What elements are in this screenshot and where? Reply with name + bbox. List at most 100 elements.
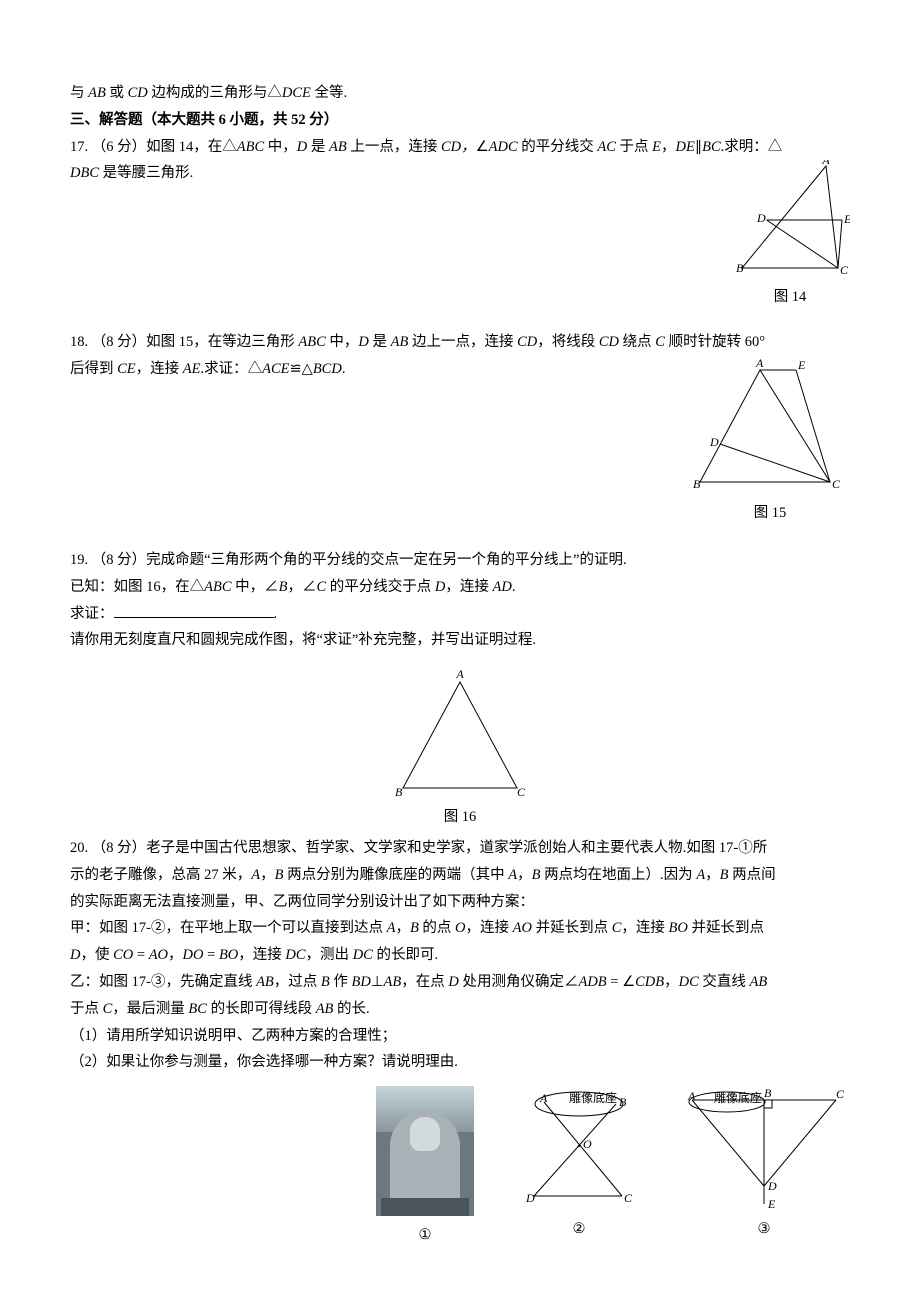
t: = [204, 947, 219, 963]
t: .求证：△ [201, 361, 263, 377]
q18-line1: 18. （8 分）如图 15，在等边三角形 ABC 中，D 是 AB 边上一点，… [70, 329, 850, 356]
q20-l7: 于点 C，最后测量 BC 的长即可得线段 AB 的长. [70, 996, 850, 1023]
svg-text:A: A [687, 1089, 696, 1103]
circ-2: ② [514, 1216, 644, 1243]
var-AB: AB [88, 85, 106, 101]
t: . [274, 606, 278, 622]
v: DBC [70, 165, 99, 181]
figure-17-1: ① [376, 1086, 474, 1249]
v: CD [599, 334, 619, 350]
t: 两点分别为雕像底座的两端（其中 [283, 867, 508, 883]
v: B [279, 579, 288, 595]
v: A [251, 867, 260, 883]
blank-fill [114, 601, 274, 618]
svg-text:雕像底座: 雕像底座 [714, 1090, 762, 1105]
svg-text:B: B [736, 261, 744, 275]
t: ， [517, 867, 532, 883]
fig17-3-svg: A 雕像底座 B C D E [684, 1086, 844, 1216]
svg-text:D: D [525, 1191, 535, 1205]
svg-text:C: C [832, 477, 841, 491]
t: 交直线 [699, 974, 750, 990]
figure-14: A B C D E 图 14 [730, 160, 850, 311]
v: A [696, 867, 705, 883]
q20-l8: （1）请用所学知识说明甲、乙两种方案的合理性； [70, 1023, 850, 1050]
v: D [448, 974, 458, 990]
v: DE [676, 139, 695, 155]
fig16-svg: A B C [385, 670, 535, 800]
v: CD [517, 334, 537, 350]
v: BO [219, 947, 238, 963]
t: ∠ [622, 974, 635, 990]
v: ADB [578, 974, 606, 990]
v: AB [256, 974, 274, 990]
q20-l5: D，使 CO = AO，DO = BO，连接 DC，测出 DC 的长即可. [70, 942, 850, 969]
v: AE [183, 361, 201, 377]
v: BO [669, 920, 688, 936]
t: 后得到 [70, 361, 117, 377]
t: ， [395, 920, 410, 936]
t: △ [302, 361, 313, 377]
t: ，连接 [621, 920, 668, 936]
fig17-2-svg: A B 雕像底座 O D C [514, 1086, 644, 1216]
t: . [342, 361, 346, 377]
svg-text:A: A [539, 1091, 548, 1105]
var-CD: CD [128, 85, 148, 101]
v: BC [702, 139, 721, 155]
v: AB [391, 334, 409, 350]
q17-line2: DBC 是等腰三角形. [70, 160, 690, 187]
v: DC [285, 947, 305, 963]
v: ACE [262, 361, 289, 377]
t: ，测出 [306, 947, 353, 963]
v: O [455, 920, 465, 936]
t: .求明：△ [721, 139, 783, 155]
svg-text:B: B [693, 477, 701, 491]
txt: 或 [106, 85, 128, 101]
svg-text:B: B [395, 785, 403, 799]
svg-text:C: C [624, 1191, 633, 1205]
t: 中， [264, 139, 297, 155]
v: A [508, 867, 517, 883]
v: ADC [489, 139, 518, 155]
t: 的点 [419, 920, 455, 936]
var-DCE: DCE [282, 85, 311, 101]
section-3-text: 三、解答题（本大题共 6 小题，共 52 分） [70, 112, 338, 128]
v: CE [117, 361, 136, 377]
t: 是 [307, 139, 329, 155]
t: 求证： [70, 606, 114, 622]
t: 并延长到点 [532, 920, 612, 936]
v: CD， [441, 139, 476, 155]
t: ， [705, 867, 720, 883]
t: 于点 [70, 1001, 103, 1017]
t: 处用测角仪确定∠ [459, 974, 579, 990]
fig15-caption: 图 15 [690, 500, 850, 527]
q18-row: 后得到 CE，连接 AE.求证：△ACE≌△BCD. A E B C D 图 1… [70, 356, 850, 527]
t: 顺时针旋转 60° [665, 334, 765, 350]
t: 的长即可. [373, 947, 438, 963]
q20-l2: 示的老子雕像，总高 27 米，A，B 两点分别为雕像底座的两端（其中 A，B 两… [70, 862, 850, 889]
t: 的平分线交 [518, 139, 598, 155]
fig14-svg: A B C D E [730, 160, 850, 280]
t: = [133, 947, 148, 963]
v: BC [188, 1001, 207, 1017]
t: ，连接 [136, 361, 183, 377]
t: 作 [330, 974, 352, 990]
t: 示的老子雕像，总高 27 米， [70, 867, 251, 883]
t: 的平分线交于点 [326, 579, 435, 595]
v: E [652, 139, 661, 155]
t: ，∠ [288, 579, 317, 595]
txt: 边构成的三角形与△ [148, 85, 282, 101]
t: 18. （8 分）如图 15，在等边三角形 [70, 334, 298, 350]
v: ABC [298, 334, 325, 350]
svg-text:B: B [619, 1095, 627, 1109]
t: 绕点 [619, 334, 655, 350]
svg-text:D: D [709, 435, 719, 449]
fig14-caption: 图 14 [730, 284, 850, 311]
v: CO [113, 947, 133, 963]
txt: 与 [70, 85, 88, 101]
q20-l1: 20. （8 分）老子是中国古代思想家、哲学家、文学家和史学家，道家学派创始人和… [70, 835, 850, 862]
t: ， [661, 139, 676, 155]
q17-row: DBC 是等腰三角形. A B C D E 图 14 [70, 160, 850, 311]
t: ， [168, 947, 183, 963]
t: ， [664, 974, 679, 990]
t: ， [260, 867, 275, 883]
